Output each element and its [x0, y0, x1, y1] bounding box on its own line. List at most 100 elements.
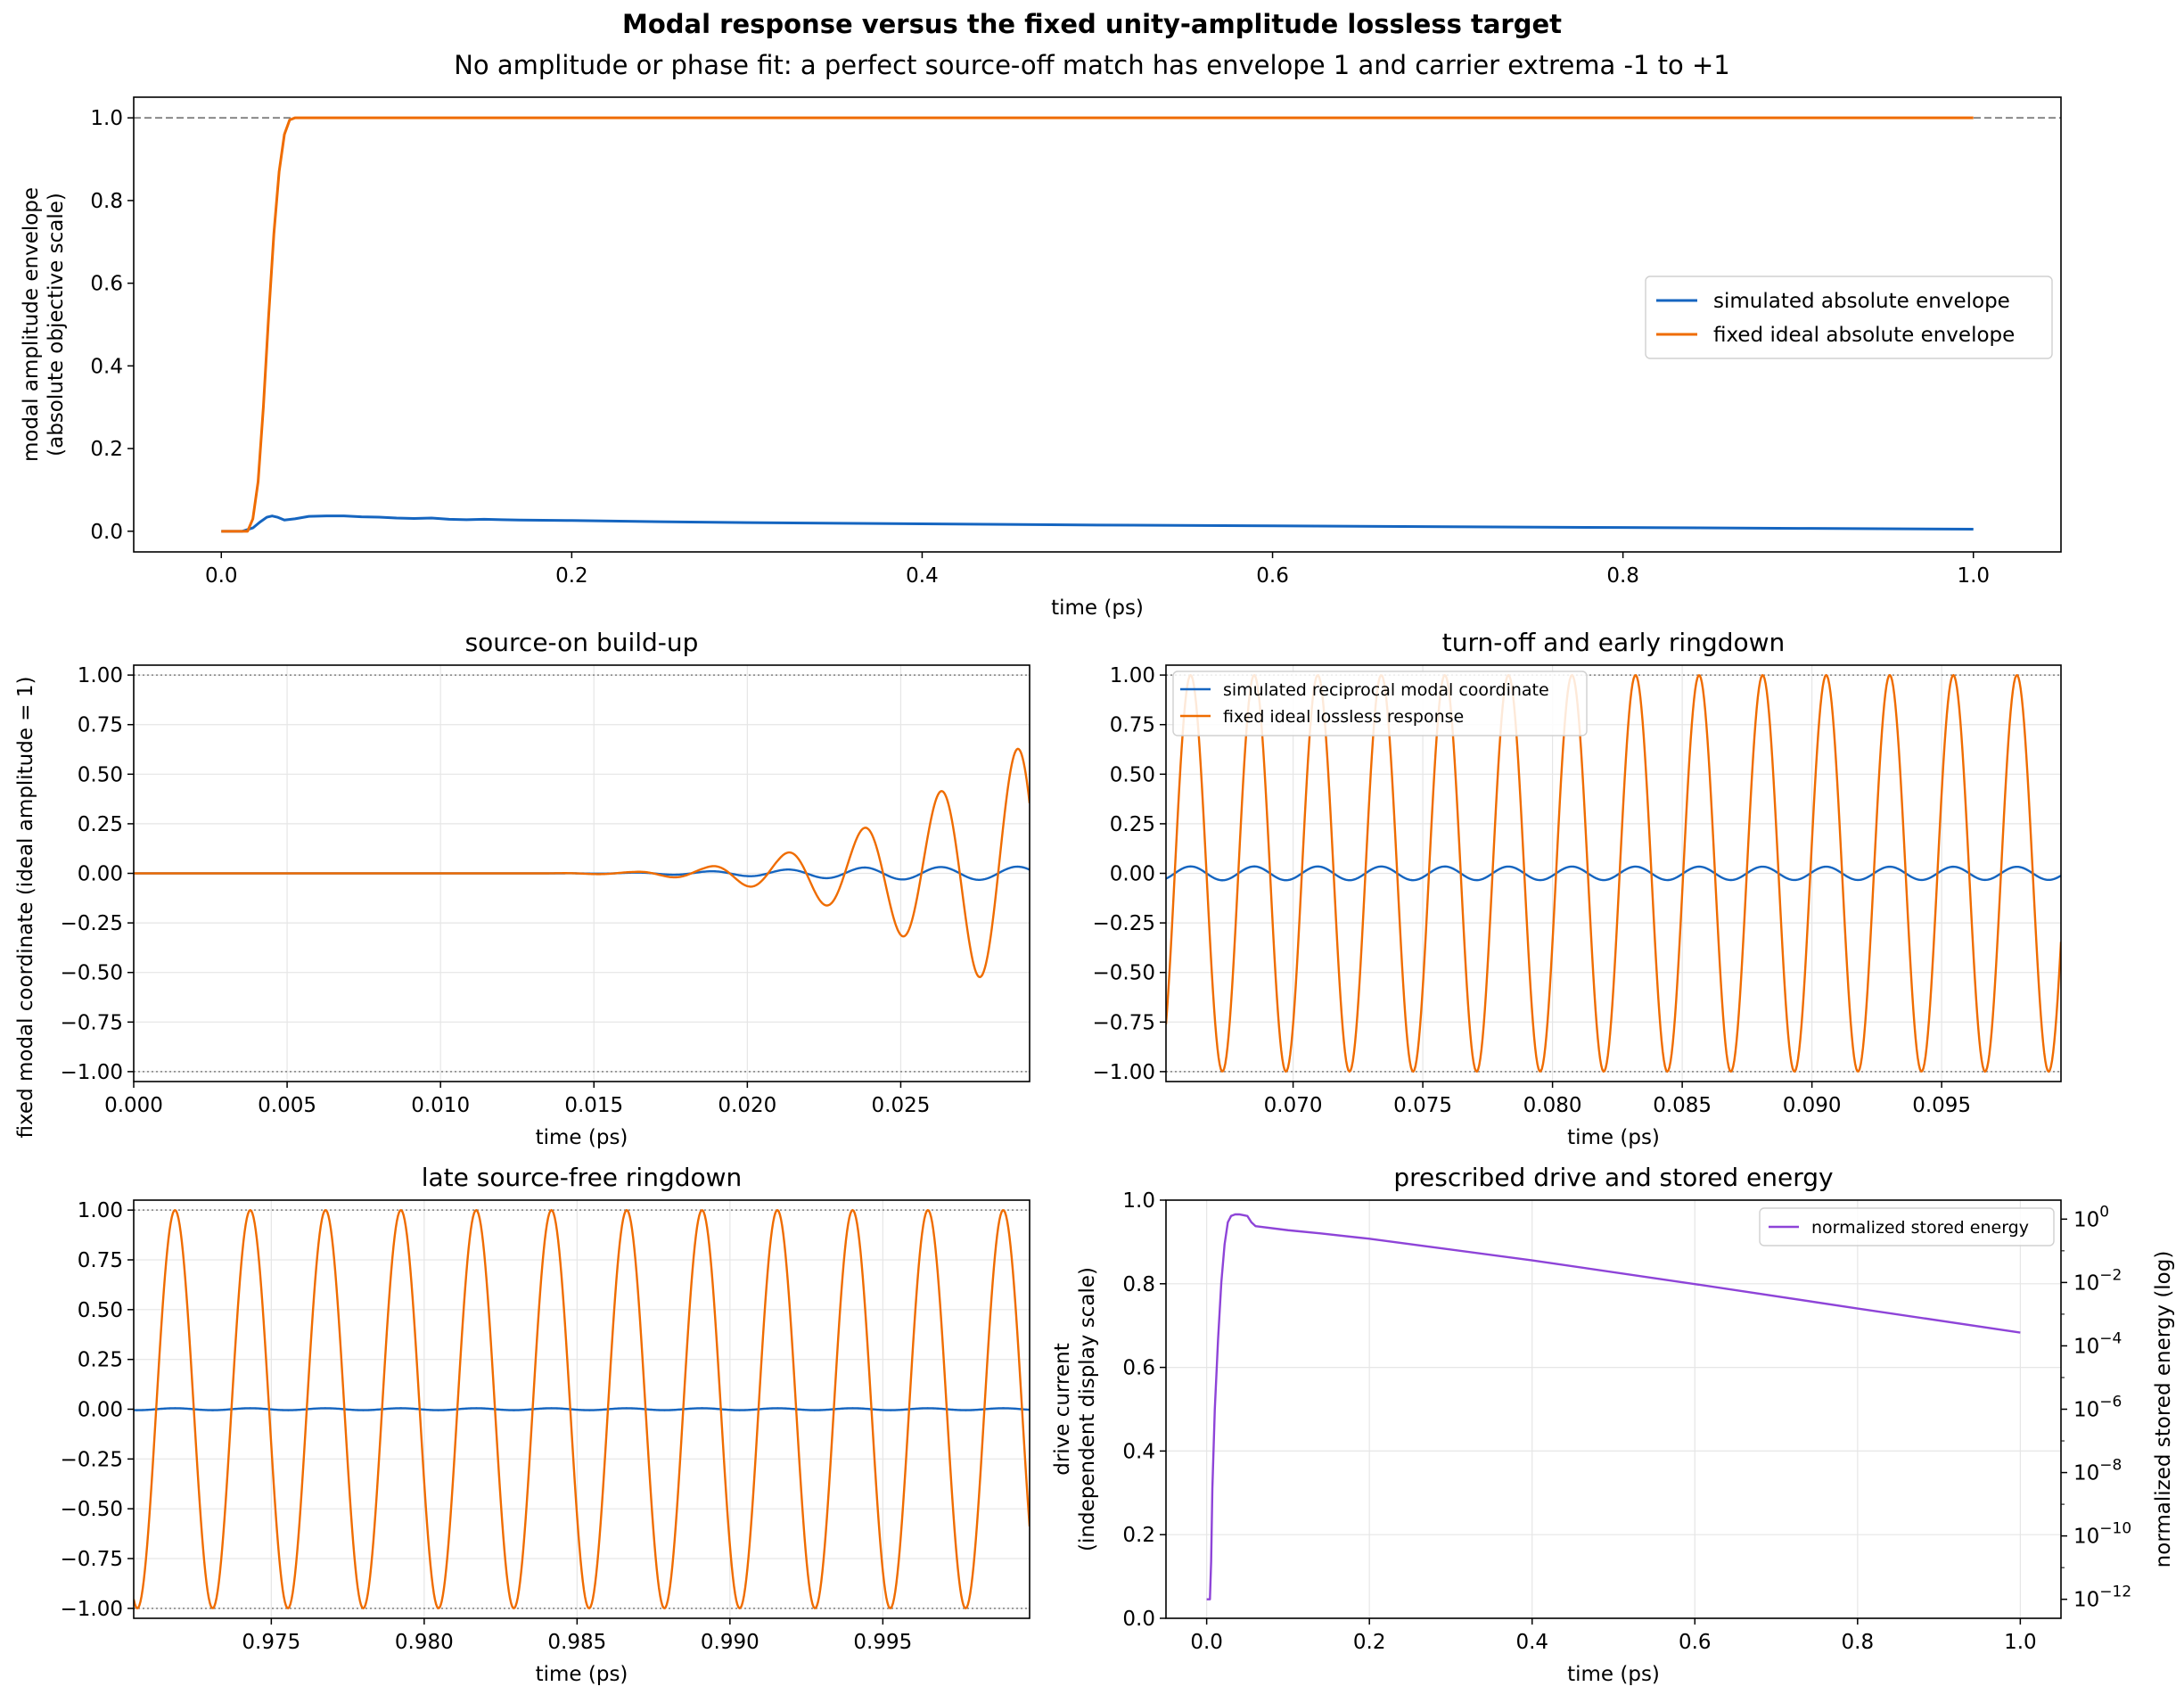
- series-simulated-envelope: [221, 514, 1974, 533]
- legend-box: [1172, 671, 1588, 736]
- y2-tick-label: 10−10: [2073, 1520, 2131, 1549]
- x-axis-label: time (ps): [1567, 1663, 1660, 1686]
- series-simulated-coordinate: [134, 1407, 1030, 1411]
- y-tick-label: 0.00: [1110, 863, 1155, 886]
- x-axis-label: time (ps): [1051, 596, 1144, 620]
- x-tick-label: 0.075: [1393, 1094, 1452, 1117]
- y-tick-label: −1.00: [1093, 1061, 1155, 1084]
- y2-tick-label: 10−4: [2073, 1329, 2122, 1358]
- axes-frame: [133, 1199, 1030, 1619]
- x-tick-label: 0.000: [104, 1094, 163, 1117]
- y-tick-label: 0.75: [1110, 714, 1155, 737]
- panel-title: turn-off and early ringdown: [1442, 628, 1786, 657]
- y2-tick-label: 10−6: [2073, 1394, 2122, 1422]
- y-tick-label: 0.00: [78, 863, 123, 886]
- x-axis-label: time (ps): [536, 1663, 628, 1686]
- x-tick-label: 0.010: [411, 1094, 470, 1117]
- y-tick-label: 0.6: [1122, 1357, 1155, 1380]
- x-tick-label: 0.980: [395, 1631, 454, 1654]
- x-tick-label: 0.015: [564, 1094, 623, 1117]
- y-tick-label: 1.0: [90, 107, 123, 130]
- y-tick-label: 0.0: [90, 521, 123, 544]
- axes-frame: [133, 664, 1030, 1082]
- y-tick-label: 0.2: [1122, 1524, 1155, 1547]
- axes-frame: [1165, 664, 2062, 1082]
- x-tick-label: 0.4: [906, 564, 939, 588]
- y-tick-label: 1.00: [1110, 664, 1155, 687]
- figure-subtitle: No amplitude or phase fit: a perfect sou…: [454, 50, 1730, 80]
- legend-energy: normalized stored energy: [1759, 1207, 2055, 1246]
- y-axis-label: modal amplitude envelope: [20, 187, 43, 462]
- x-tick-label: 0.6: [1679, 1631, 1712, 1654]
- y-tick-label: 0.6: [90, 273, 123, 296]
- y-axis-label-line2: (absolute objective scale): [45, 193, 68, 457]
- x-tick-label: 0.990: [701, 1631, 759, 1654]
- y-tick-label: 0.75: [78, 714, 123, 737]
- x-axis-label: time (ps): [1567, 1126, 1660, 1149]
- x-tick-label: 0.8: [1606, 564, 1639, 588]
- x-tick-label: 0.0: [205, 564, 238, 588]
- y-tick-label: −0.75: [61, 1011, 123, 1034]
- y-tick-label: 0.4: [1122, 1440, 1155, 1463]
- series-ideal-response: [134, 1208, 1030, 1610]
- legend-label: simulated absolute envelope: [1713, 290, 2010, 313]
- x-tick-label: 0.0: [1190, 1631, 1223, 1654]
- y-tick-label: 0.0: [1122, 1608, 1155, 1631]
- x-tick-label: 0.6: [1256, 564, 1289, 588]
- series-simulated-coordinate: [1166, 865, 2061, 882]
- x-tick-label: 0.2: [555, 564, 588, 588]
- series-ideal-response: [134, 747, 1030, 979]
- x-tick-label: 0.070: [1264, 1094, 1323, 1117]
- x-tick-label: 1.0: [2004, 1631, 2037, 1654]
- y-tick-label: −1.00: [61, 1061, 123, 1084]
- y-tick-label: −1.00: [61, 1598, 123, 1621]
- panel-turnoff: 0.070 0.075 0.080 0.085 0.090 0.095 1.00 0.75 0.…: [1093, 628, 2062, 1149]
- series-ideal-envelope: [221, 116, 1974, 533]
- y-tick-label: 0.25: [78, 813, 123, 836]
- y-tick-label: −0.25: [61, 1448, 123, 1471]
- y-tick-label: −0.25: [61, 912, 123, 935]
- y-tick-label: 0.50: [78, 763, 123, 786]
- x-tick-label: 0.025: [872, 1094, 931, 1117]
- x-tick-label: 0.085: [1653, 1094, 1712, 1117]
- y-tick-label: 0.50: [1110, 763, 1155, 786]
- y-tick-label: 0.50: [78, 1299, 123, 1322]
- legend-box: [1645, 276, 2053, 359]
- y-axis-label: fixed modal coordinate (ideal amplitude …: [14, 677, 37, 1139]
- x-tick-label: 0.005: [258, 1094, 316, 1117]
- figure-title: Modal response versus the fixed unity-am…: [622, 9, 1562, 39]
- y-tick-label: 0.8: [90, 190, 123, 213]
- y-tick-label: −0.25: [1093, 912, 1155, 935]
- legend-label: fixed ideal absolute envelope: [1713, 324, 2015, 347]
- legend-turnoff: simulated reciprocal modal coordinate fix…: [1172, 671, 1588, 736]
- x-tick-label: 0.020: [718, 1094, 776, 1117]
- y-tick-label: 1.00: [78, 664, 123, 687]
- y-tick-label: 0.00: [78, 1399, 123, 1422]
- y-tick-label: −0.50: [61, 1498, 123, 1521]
- y-tick-label: 0.2: [90, 438, 123, 461]
- x-tick-label: 0.4: [1515, 1631, 1548, 1654]
- axes-frame: [1165, 1199, 2062, 1619]
- y-tick-label: 0.8: [1122, 1273, 1155, 1296]
- x-tick-label: 0.995: [853, 1631, 912, 1654]
- panel-title: source-on build-up: [465, 628, 699, 657]
- legend-label: normalized stored energy: [1811, 1218, 2029, 1238]
- y-tick-label: 0.4: [90, 355, 123, 378]
- legend-box: [1759, 1207, 2055, 1246]
- x-tick-label: 1.0: [1957, 564, 1990, 588]
- legend-envelope: simulated absolute envelope fixed ideal a…: [1645, 276, 2053, 359]
- y2-tick-label: 10−2: [2073, 1266, 2122, 1295]
- x-tick-label: 0.975: [242, 1631, 300, 1654]
- y-tick-label: 1.00: [78, 1199, 123, 1222]
- x-tick-label: 0.2: [1353, 1631, 1386, 1654]
- x-tick-label: 0.8: [1842, 1631, 1875, 1654]
- legend-label: simulated reciprocal modal coordinate: [1223, 680, 1549, 700]
- x-tick-label: 0.985: [547, 1631, 606, 1654]
- y-axis-label-line2: (independent display scale): [1076, 1267, 1099, 1551]
- x-tick-label: 0.080: [1523, 1094, 1582, 1117]
- y-tick-label: 0.75: [78, 1249, 123, 1272]
- y-tick-label: −0.75: [1093, 1011, 1155, 1034]
- y-tick-label: 0.25: [78, 1349, 123, 1372]
- panel-title: late source-free ringdown: [422, 1163, 743, 1192]
